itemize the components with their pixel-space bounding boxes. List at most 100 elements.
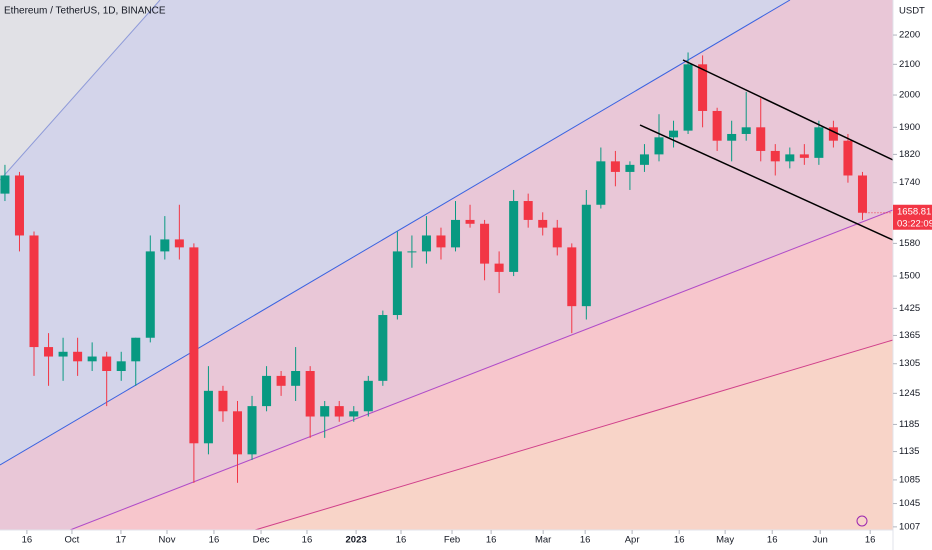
candle-body — [523, 201, 533, 220]
x-tick-label: May — [716, 535, 734, 546]
candle-body — [480, 223, 490, 264]
candle-body — [160, 239, 170, 252]
candle-body — [756, 127, 766, 151]
x-tick-label: 16 — [302, 535, 313, 546]
background-bands — [0, 0, 894, 531]
band-line — [254, 339, 894, 531]
candle-body — [29, 235, 39, 348]
candle-body — [14, 175, 24, 236]
candle-body — [232, 411, 242, 455]
y-tick-label: 1305 — [899, 358, 920, 369]
x-tick-label: 17 — [116, 535, 127, 546]
candle-body — [392, 251, 402, 316]
candle-body — [596, 161, 606, 205]
candle-body — [639, 154, 649, 165]
candle-body — [698, 64, 708, 111]
candle-body — [189, 247, 199, 444]
candle-body — [203, 390, 213, 444]
price-label-box — [893, 204, 932, 230]
candle-body — [218, 390, 228, 412]
candle-body — [465, 219, 475, 224]
candle-body — [654, 137, 664, 155]
candle-body — [334, 406, 344, 417]
band-line — [0, 0, 161, 181]
candle-body — [567, 247, 577, 307]
candle-body — [814, 127, 824, 158]
candle-body — [407, 251, 417, 253]
candle-body — [276, 375, 286, 386]
candle-body — [712, 110, 722, 141]
x-tick-label: 16 — [674, 535, 685, 546]
candle-body — [683, 64, 693, 131]
x-tick-label: Jun — [813, 535, 828, 546]
candle-body — [0, 175, 10, 194]
candle-body — [741, 127, 751, 134]
candle-body — [799, 154, 809, 158]
y-tick-label: 1045 — [899, 498, 920, 509]
candle-body — [828, 127, 838, 141]
candle-body — [262, 375, 272, 407]
candle-body — [610, 161, 620, 172]
band-line — [69, 209, 894, 531]
candle-body — [552, 227, 562, 248]
candle-body — [73, 351, 83, 362]
candle-body — [174, 239, 184, 248]
x-tick-label: 16 — [486, 535, 497, 546]
candle-body — [363, 380, 373, 412]
axes: 2200 2100 2000 1900 1820 1740 1580 1500 1425 1365… — [22, 30, 932, 546]
candle-body — [102, 356, 112, 372]
x-tick-label: Apr — [625, 535, 640, 546]
candle-body — [58, 351, 68, 357]
candle-body — [305, 371, 315, 417]
candle-body — [131, 337, 141, 362]
candle-body — [785, 154, 795, 162]
y-tick-label: 2200 — [899, 30, 920, 41]
candle-body — [44, 347, 54, 357]
candle-body — [116, 361, 126, 372]
x-tick-label: Oct — [65, 535, 80, 546]
y-tick-label: 1185 — [899, 419, 919, 430]
y-tick-label: 1135 — [899, 446, 919, 457]
countdown-label: 03:22:09 — [897, 218, 932, 229]
candle-body — [770, 150, 780, 162]
candle-body — [669, 130, 679, 138]
x-tick-label: 16 — [22, 535, 33, 546]
x-tick-label: 16 — [865, 535, 876, 546]
y-tick-label: 1007 — [899, 521, 920, 532]
candle-body — [320, 406, 330, 417]
candle-body — [436, 235, 446, 248]
alert-icon[interactable] — [856, 515, 868, 527]
candle-body — [509, 201, 519, 272]
y-tick-label: 1365 — [899, 330, 920, 341]
x-tick-label: 16 — [580, 535, 591, 546]
y-tick-label: 1245 — [899, 388, 920, 399]
candle-body — [625, 164, 635, 172]
y-tick-label: 2000 — [899, 90, 920, 101]
channel-line — [639, 124, 894, 241]
x-tick-label: Mar — [535, 535, 551, 546]
candle-body — [247, 406, 257, 455]
chart-title: Ethereum / TetherUS, 1D, BINANCE — [4, 6, 166, 17]
x-tick-label: Feb — [444, 535, 460, 546]
x-tick-label: 16 — [396, 535, 407, 546]
x-tick-label: 2023 — [346, 535, 367, 546]
y-tick-label: 1900 — [899, 122, 920, 133]
candle-body — [538, 219, 548, 228]
x-tick-label: Dec — [253, 535, 270, 546]
y-tick-label: 1085 — [899, 474, 920, 485]
price-label: 1658.81 — [897, 206, 931, 217]
candle-body — [145, 251, 155, 338]
y-tick-label: 1425 — [899, 303, 920, 314]
candle-body — [291, 371, 301, 386]
candle-body — [494, 263, 504, 272]
candle-body — [581, 204, 591, 307]
x-tick-label: Nov — [159, 535, 176, 546]
candle-body — [843, 140, 853, 176]
candle-body — [857, 175, 867, 213]
candle-body — [349, 411, 359, 417]
y-tick-label: 1820 — [899, 149, 920, 160]
y-tick-label: 1740 — [899, 177, 920, 188]
y-axis-label: USDT — [899, 6, 925, 17]
y-tick-label: 1500 — [899, 271, 920, 282]
candle-body — [421, 235, 431, 252]
